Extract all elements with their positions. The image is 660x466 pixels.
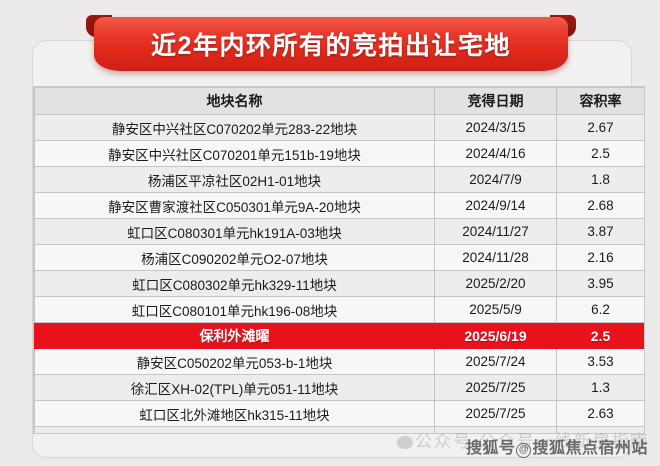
table-row: 杨浦区C090202单元O2-07地块 2024/11/28 2.16 bbox=[34, 244, 644, 271]
table-row: 静安区中兴社区C070201单元151b-19地块 2024/4/16 2.5 bbox=[34, 140, 644, 167]
cell-plot-name: 静安区C050202单元053-b-1地块 bbox=[34, 348, 435, 375]
table-row: 虹口区C080101单元hk196-08地块 2025/5/9 6.2 bbox=[34, 296, 644, 323]
cell-plot-name: 杨浦区平凉社区02H1-01地块 bbox=[34, 166, 435, 193]
table-row: 静安区C050202单元053-b-1地块 2025/7/24 3.53 bbox=[34, 348, 644, 375]
cell-auction-date: 2024/4/16 bbox=[434, 140, 557, 167]
column-header-floor-area-ratio: 容积率 bbox=[556, 87, 644, 115]
cell-auction-date: 2024/11/28 bbox=[434, 244, 557, 271]
cell-auction-date: 2025/7/25 bbox=[434, 400, 557, 427]
cell-plot-name: 虹口区北外滩地区hk315-11地块 bbox=[34, 400, 435, 427]
cell-auction-date: 2025/10/20 bbox=[434, 426, 557, 433]
cell-floor-area-ratio: 1.3 bbox=[556, 374, 644, 401]
cell-floor-area-ratio: 1.8 bbox=[556, 166, 644, 193]
cell-plot-name: 静安区中兴社区C070202单元283-22地块 bbox=[34, 114, 435, 141]
cell-auction-date: 2024/7/9 bbox=[434, 166, 557, 193]
cell-plot-name: 杨浦区C090202单元O2-07地块 bbox=[34, 244, 435, 271]
table-header: 地块名称 竞得日期 容积率 bbox=[34, 87, 644, 115]
cell-floor-area-ratio: 3.64 bbox=[556, 426, 644, 433]
cell-floor-area-ratio: 2.63 bbox=[556, 400, 644, 427]
table-row: 徐汇区XH-02(TPL)单元051-11地块 2025/7/25 1.3 bbox=[34, 374, 644, 401]
cell-plot-name: 保利外滩曜 bbox=[34, 322, 435, 349]
column-header-plot-name: 地块名称 bbox=[34, 87, 435, 115]
column-header-auction-date: 竞得日期 bbox=[434, 87, 557, 115]
cell-plot-name: 虹口区C080101单元hk196-08地块 bbox=[34, 296, 435, 323]
cell-floor-area-ratio: 6.2 bbox=[556, 296, 644, 323]
cell-plot-name: 徐汇区XH-02(TPL)单元051-11地块 bbox=[34, 374, 435, 401]
cell-auction-date: 2025/2/20 bbox=[434, 270, 557, 297]
table-row-highlighted: 保利外滩曜 2025/6/19 2.5 bbox=[34, 322, 644, 349]
cell-floor-area-ratio: 2.5 bbox=[556, 140, 644, 167]
table-header-row: 地块名称 竞得日期 容积率 bbox=[34, 87, 644, 115]
cell-auction-date: 2025/7/24 bbox=[434, 348, 557, 375]
cell-auction-date: 2024/11/27 bbox=[434, 218, 557, 245]
cell-floor-area-ratio: 2.16 bbox=[556, 244, 644, 271]
cell-floor-area-ratio: 3.87 bbox=[556, 218, 644, 245]
table-row: 虹口区C080302单元hk329-11地块 2025/2/20 3.95 bbox=[34, 270, 644, 297]
title-ribbon: 近2年内环所有的竞拍出让宅地 bbox=[86, 12, 576, 74]
table-row: 虹口区北外滩地区hk315-11地块 2025/7/25 2.63 bbox=[34, 400, 644, 427]
ribbon-body: 近2年内环所有的竞拍出让宅地 bbox=[94, 17, 568, 71]
table-row: 静安区中兴社区C070202单元283-22地块 2024/3/15 2.67 bbox=[34, 114, 644, 141]
cell-auction-date: 2025/5/9 bbox=[434, 296, 557, 323]
land-auction-table-container: 地块名称 竞得日期 容积率 静安区中兴社区C070202单元283-22地块 20… bbox=[33, 86, 645, 434]
cell-auction-date: 2024/3/15 bbox=[434, 114, 557, 141]
table-row: 杨浦区平凉社区02H1-01地块 2024/7/9 1.8 bbox=[34, 166, 644, 193]
cell-floor-area-ratio: 3.53 bbox=[556, 348, 644, 375]
cell-floor-area-ratio: 3.95 bbox=[556, 270, 644, 297]
cell-plot-name: 静安区C070102单元32-04地块及32-08地块地下空间 bbox=[34, 426, 435, 433]
cell-plot-name: 虹口区C080302单元hk329-11地块 bbox=[34, 270, 435, 297]
cell-auction-date: 2025/6/19 bbox=[434, 322, 557, 349]
cell-floor-area-ratio: 2.5 bbox=[556, 322, 644, 349]
table-body: 静安区中兴社区C070202单元283-22地块 2024/3/15 2.67 静安区… bbox=[34, 114, 644, 433]
land-auction-table: 地块名称 竞得日期 容积率 静安区中兴社区C070202单元283-22地块 20… bbox=[34, 87, 644, 433]
cell-plot-name: 静安区中兴社区C070201单元151b-19地块 bbox=[34, 140, 435, 167]
page-title: 近2年内环所有的竞拍出让宅地 bbox=[151, 32, 511, 60]
cell-floor-area-ratio: 2.68 bbox=[556, 192, 644, 219]
cell-plot-name: 静安区曹家渡社区C050301单元9A-20地块 bbox=[34, 192, 435, 219]
cell-auction-date: 2025/7/25 bbox=[434, 374, 557, 401]
cell-floor-area-ratio: 2.67 bbox=[556, 114, 644, 141]
table-row: 静安区曹家渡社区C050301单元9A-20地块 2024/9/14 2.68 bbox=[34, 192, 644, 219]
table-row: 静安区C070102单元32-04地块及32-08地块地下空间2025/10/2… bbox=[34, 426, 644, 433]
table-row: 虹口区C080301单元hk191A-03地块 2024/11/27 3.87 bbox=[34, 218, 644, 245]
cell-auction-date: 2024/9/14 bbox=[434, 192, 557, 219]
cell-plot-name: 虹口区C080301单元hk191A-03地块 bbox=[34, 218, 435, 245]
